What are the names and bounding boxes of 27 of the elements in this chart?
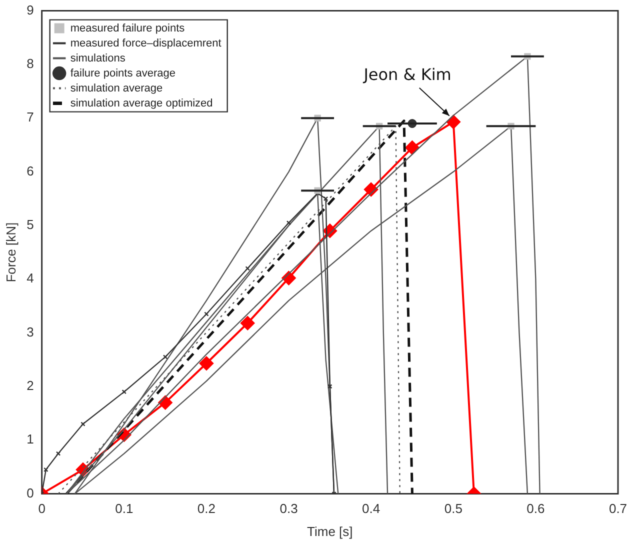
x-tick-label: 0.2 [197, 501, 216, 516]
legend-label: measured force–displacemrent [70, 37, 222, 50]
x-tick-label: 0.7 [608, 501, 628, 516]
y-tick-label: 5 [26, 217, 34, 232]
x-tick-label: 0.1 [115, 501, 134, 516]
x-axis-title: Time [s] [307, 524, 353, 539]
y-tick-label: 8 [26, 56, 34, 72]
x-tick-label: 0.5 [444, 501, 462, 516]
y-axis-title: Force [kN] [3, 222, 18, 282]
legend-label: failure points average [70, 67, 176, 80]
y-tick-label: 9 [26, 2, 34, 18]
y-tick-label: 6 [26, 163, 34, 178]
y-tick-label: 1 [26, 432, 34, 447]
y-tick-label: 2 [26, 378, 34, 394]
y-tick-label: 3 [26, 324, 34, 340]
annotation: Jeon & Kim [362, 65, 452, 84]
legend-label: simulation average [70, 82, 163, 94]
y-tick-label: 4 [26, 270, 34, 286]
legend-label: simulations [70, 52, 126, 64]
legend-label: measured failure points [70, 22, 186, 34]
x-tick-label: 0.3 [280, 501, 298, 516]
y-tick-label: 7 [26, 110, 34, 125]
x-tick-label: 0.6 [526, 501, 545, 516]
x-tick-label: 0.4 [362, 501, 380, 516]
y-tick-label: 0 [26, 485, 34, 500]
x-tick-label: 0 [38, 501, 46, 516]
legend-label: simulation average optimized [70, 97, 213, 110]
